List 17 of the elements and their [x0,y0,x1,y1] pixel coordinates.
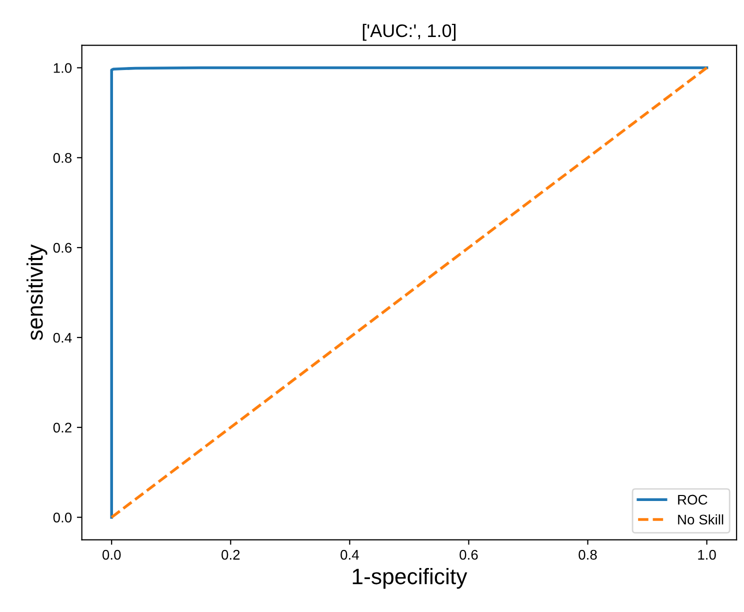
x-tick-label: 0.8 [578,550,597,560]
x-axis-title: 1-specificity [352,568,468,589]
legend-label: ROC [678,494,708,505]
y-tick-label: 0.0 [53,512,72,522]
y-tick-label: 0.2 [53,422,72,433]
y-axis-title: sensitivity [26,244,48,340]
y-tick-label: 0.6 [53,242,72,253]
chart-title: ['AUC:', 1.0] [362,24,456,41]
x-tick-label: 1.0 [698,550,716,560]
x-tick-label: 0.2 [222,550,240,560]
y-tick-label: 1.0 [54,63,72,73]
legend-label: No Skill [678,514,724,525]
x-tick-label: 0.0 [102,550,121,560]
x-tick-label: 0.6 [460,550,478,560]
y-tick-label: 0.4 [53,332,72,343]
x-tick-label: 0.4 [340,550,359,560]
y-tick-label: 0.8 [53,153,72,163]
